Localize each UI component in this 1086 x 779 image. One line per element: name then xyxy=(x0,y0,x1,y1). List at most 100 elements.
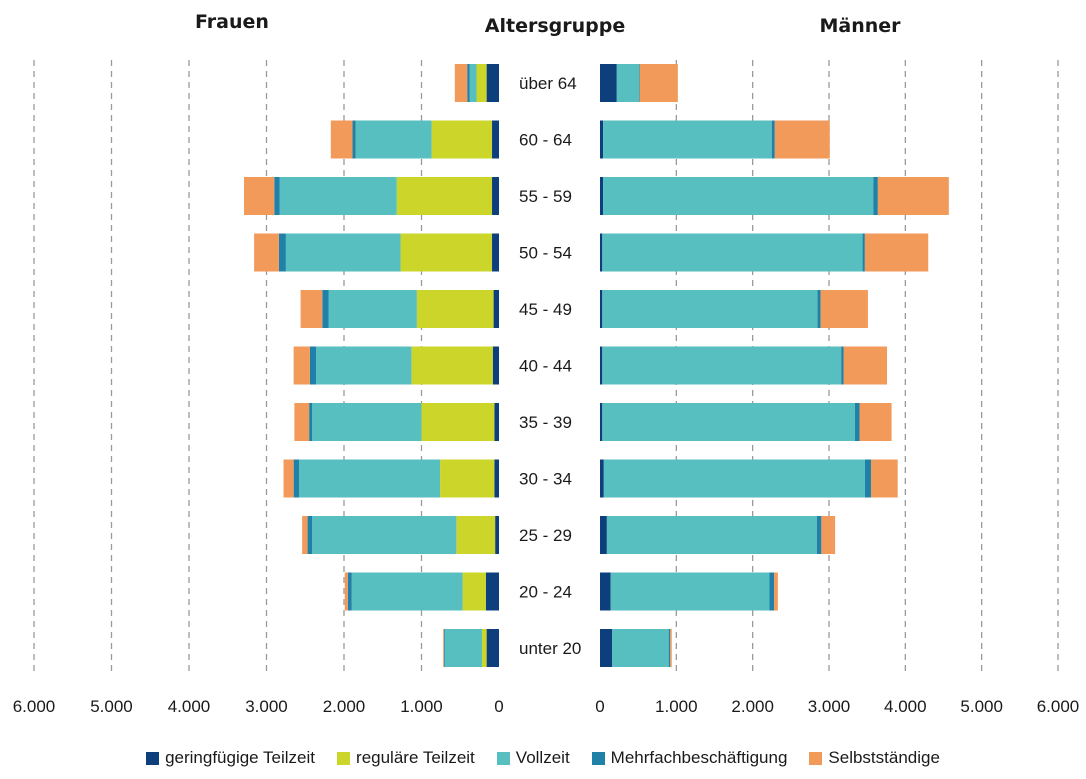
bar-frauen-segment xyxy=(492,177,499,215)
tick-label-maenner: 3.000 xyxy=(808,697,851,716)
tick-label-frauen: 0 xyxy=(494,697,503,716)
bar-frauen-segment xyxy=(278,233,286,272)
category-label: 55 - 59 xyxy=(519,187,572,206)
bar-maenner-segment xyxy=(821,516,836,554)
bar-frauen-segment xyxy=(400,233,493,272)
legend-item: Mehrfachbeschäftigung xyxy=(591,748,788,768)
bar-frauen-segment xyxy=(411,346,493,385)
bar-frauen-segment xyxy=(443,629,444,667)
bar-maenner-segment xyxy=(602,346,842,385)
legend-label: reguläre Teilzeit xyxy=(356,748,475,767)
bar-maenner-segment xyxy=(600,516,607,554)
bar-maenner-segment xyxy=(670,629,672,667)
bar-frauen-segment xyxy=(492,346,499,385)
bar-frauen-segment xyxy=(316,346,412,385)
category-label: über 64 xyxy=(519,74,577,93)
bar-frauen-segment xyxy=(285,233,401,272)
bar-maenner-segment xyxy=(600,346,603,385)
legend-label: geringfügige Teilzeit xyxy=(165,748,316,767)
tick-label-frauen: 3.000 xyxy=(245,697,288,716)
bar-frauen-segment xyxy=(293,346,310,385)
category-labels: über 64 60 - 64 55 - 59 50 - 54 45 - 49 40 - … xyxy=(519,74,581,658)
tick-label-maenner: 2.000 xyxy=(731,697,774,716)
legend-label: Vollzeit xyxy=(515,748,570,767)
bar-maenner-segment xyxy=(859,403,892,441)
bar-frauen-segment xyxy=(416,290,494,328)
bar-frauen-segment xyxy=(486,64,499,102)
bar-maenner-segment xyxy=(820,290,868,328)
legend-item: geringfügige Teilzeit xyxy=(146,748,315,768)
bar-frauen-segment xyxy=(309,346,317,385)
bar-maenner-segment xyxy=(854,403,860,441)
bar-frauen-segment xyxy=(469,64,477,102)
tick-label-frauen: 4.000 xyxy=(168,697,211,716)
bar-frauen-segment xyxy=(299,459,441,498)
bar-frauen-segment xyxy=(312,516,457,554)
axis-ticks: 6.000 6.000 5.000 5.000 4.000 4.000 3.000 3.000… xyxy=(13,697,1080,716)
bar-maenner-segment xyxy=(603,120,772,159)
bar-maenner-segment xyxy=(600,403,603,441)
bar-maenner-segment xyxy=(600,64,617,102)
bar-frauen-segment xyxy=(467,64,470,102)
bar-frauen-segment xyxy=(495,516,499,554)
bar-maenner-segment xyxy=(606,516,817,554)
legend-swatch xyxy=(496,751,510,765)
bar-frauen-segment xyxy=(421,403,495,441)
header-frauen: Frauen xyxy=(195,11,269,33)
bar-maenner-segment xyxy=(639,64,678,102)
category-label: 35 - 39 xyxy=(519,413,572,432)
tick-label-frauen: 5.000 xyxy=(90,697,133,716)
bar-frauen-segment xyxy=(302,516,308,554)
legend-label: Mehrfachbeschäftigung xyxy=(610,748,788,767)
bar-frauen-segment xyxy=(322,290,329,328)
bar-frauen-segment xyxy=(396,177,493,215)
header-maenner: Männer xyxy=(819,15,901,37)
legend-swatch xyxy=(809,751,823,765)
bar-frauen-segment xyxy=(254,233,279,272)
bar-frauen-segment xyxy=(444,629,482,667)
legend-label: Selbstständige xyxy=(828,748,940,767)
category-label: unter 20 xyxy=(519,639,581,658)
bars xyxy=(244,64,949,667)
category-label: 20 - 24 xyxy=(519,583,572,602)
bar-maenner-segment xyxy=(616,64,639,102)
tick-label-frauen: 1.000 xyxy=(400,697,443,716)
legend: geringfügige Teilzeit reguläre Teilzeit Vo… xyxy=(0,748,1086,768)
bar-frauen-segment xyxy=(330,120,353,159)
category-label: 25 - 29 xyxy=(519,526,572,545)
category-label: 40 - 44 xyxy=(519,357,572,376)
bar-frauen-segment xyxy=(312,403,422,441)
legend-item: Vollzeit xyxy=(496,748,570,768)
bar-maenner-segment xyxy=(870,459,898,498)
bar-frauen-segment xyxy=(431,120,493,159)
tick-label-maenner: 4.000 xyxy=(884,697,927,716)
legend-item: reguläre Teilzeit xyxy=(337,748,475,768)
bar-frauen-segment xyxy=(328,290,417,328)
bar-frauen-segment xyxy=(344,572,348,611)
legend-swatch xyxy=(146,751,160,765)
legend-swatch xyxy=(591,751,605,765)
bar-frauen-segment xyxy=(462,572,486,611)
bar-maenner-segment xyxy=(817,290,821,328)
bar-maenner-segment xyxy=(877,177,949,215)
bar-frauen-segment xyxy=(355,120,432,159)
bar-maenner-segment xyxy=(771,120,775,159)
category-label: 30 - 34 xyxy=(519,470,572,489)
tick-label-maenner: 6.000 xyxy=(1037,697,1080,716)
bar-frauen-segment xyxy=(494,459,499,498)
bar-maenner-segment xyxy=(600,120,604,159)
bar-frauen-segment xyxy=(347,572,352,611)
bar-frauen-segment xyxy=(485,572,499,611)
bar-frauen-segment xyxy=(492,233,499,272)
bar-maenner-segment xyxy=(600,572,611,611)
bar-frauen-segment xyxy=(283,459,294,498)
bar-frauen-segment xyxy=(486,629,499,667)
bar-maenner-segment xyxy=(600,629,613,667)
tick-label-maenner: 0 xyxy=(595,697,604,716)
tick-label-maenner: 1.000 xyxy=(655,697,698,716)
bar-maenner-segment xyxy=(816,516,822,554)
bar-frauen-segment xyxy=(481,629,487,667)
bar-frauen-segment xyxy=(494,403,499,441)
legend-swatch xyxy=(337,751,351,765)
bar-maenner-segment xyxy=(603,459,865,498)
